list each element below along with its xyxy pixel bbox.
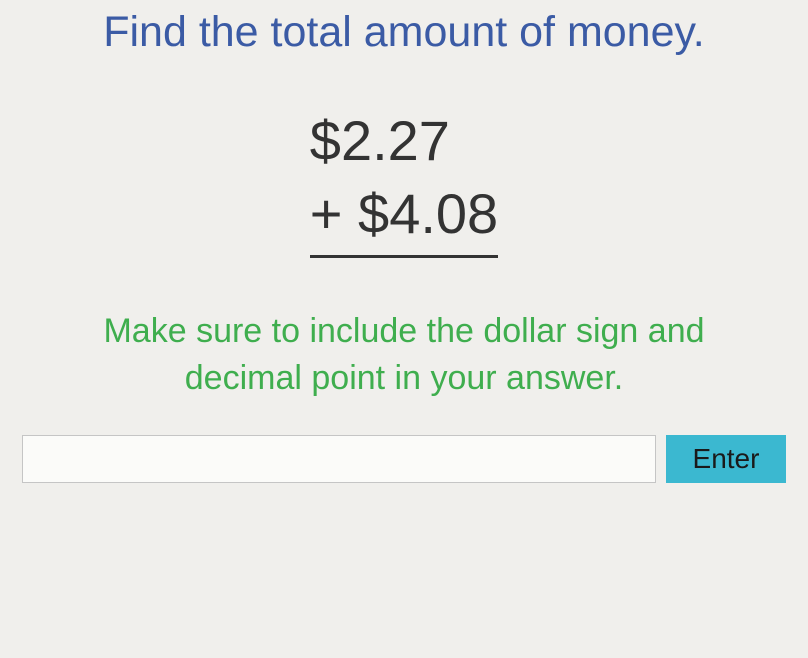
- answer-row: Enter: [0, 435, 808, 483]
- answer-input[interactable]: [22, 435, 656, 483]
- question-container: Find the total amount of money. $2.27 + …: [0, 0, 808, 658]
- hint-line-2: decimal point in your answer.: [185, 359, 623, 397]
- question-title: Find the total amount of money.: [0, 0, 808, 65]
- addend-1: $2.27: [310, 105, 498, 178]
- hint-line-1: Make sure to include the dollar sign and: [103, 312, 704, 350]
- math-inner: $2.27 + $4.08: [310, 105, 498, 258]
- enter-button[interactable]: Enter: [666, 435, 786, 483]
- math-problem: $2.27 + $4.08: [0, 105, 808, 258]
- hint-text: Make sure to include the dollar sign and…: [0, 308, 808, 403]
- addend-2: + $4.08: [310, 178, 498, 258]
